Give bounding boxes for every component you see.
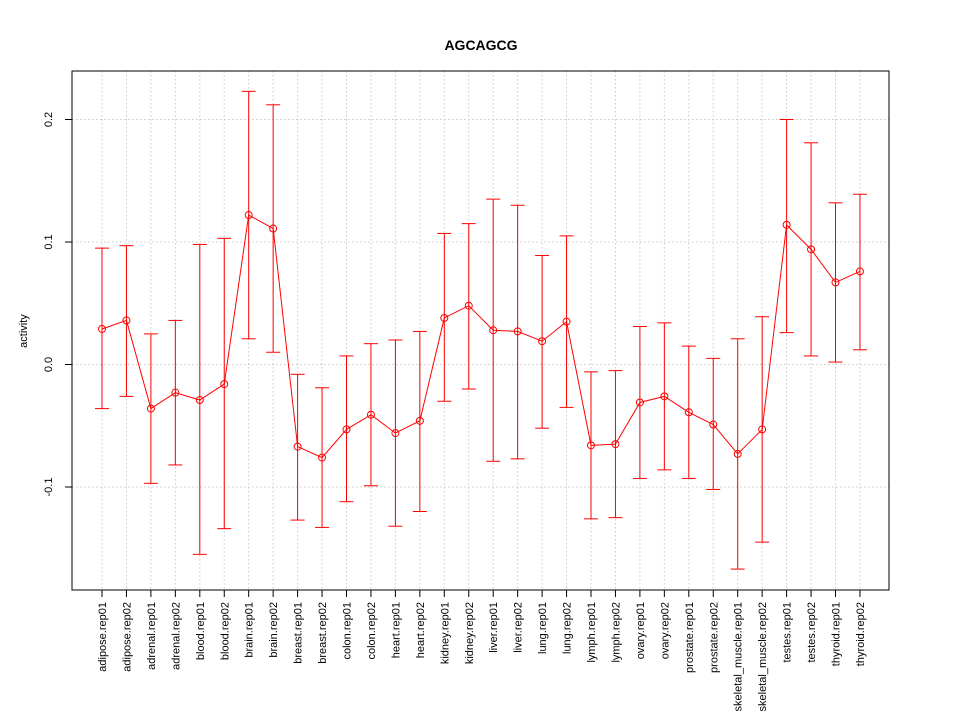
x-tick-label: ovary.rep01 xyxy=(635,602,647,659)
data-point xyxy=(244,211,253,220)
x-tick-label: testes.rep01 xyxy=(782,602,794,663)
data-point xyxy=(709,420,718,429)
data-point xyxy=(269,224,278,233)
data-point xyxy=(660,392,669,401)
data-point xyxy=(293,442,302,451)
axes xyxy=(65,119,861,597)
x-tick-label: brain.rep01 xyxy=(244,602,256,658)
data-point xyxy=(171,388,180,397)
data-point xyxy=(611,440,620,449)
y-tick-labels: -0.1 0.0 0.1 0.2 xyxy=(43,112,55,497)
grid-lines xyxy=(72,71,889,590)
y-tick-label: -0.1 xyxy=(43,478,55,497)
data-point xyxy=(684,408,693,417)
error-bars xyxy=(95,90,867,570)
y-tick-label: 0.2 xyxy=(43,112,55,127)
x-tick-label: kidney.rep01 xyxy=(439,602,451,664)
x-tick-label: thyroid.rep02 xyxy=(855,602,867,666)
data-point xyxy=(562,317,571,326)
x-tick-label: colon.rep01 xyxy=(342,602,354,660)
chart-title: AGCAGCG xyxy=(444,37,517,53)
data-point xyxy=(318,453,327,462)
data-point xyxy=(855,267,864,276)
x-tick-label: prostate.rep01 xyxy=(684,602,696,673)
x-tick-label: heart.rep01 xyxy=(390,602,402,658)
x-tick-label: liver.rep02 xyxy=(513,602,525,653)
x-tick-label: prostate.rep02 xyxy=(708,602,720,673)
x-tick-label: lymph.rep02 xyxy=(610,602,622,663)
data-point xyxy=(538,337,547,346)
data-point xyxy=(122,316,131,325)
y-tick-label: 0.0 xyxy=(43,357,55,372)
x-tick-label: blood.rep02 xyxy=(219,602,231,660)
data-point xyxy=(831,278,840,287)
data-point xyxy=(98,324,106,333)
data-point xyxy=(415,416,424,425)
x-tick-label: testes.rep02 xyxy=(806,602,818,663)
x-tick-label: brain.rep02 xyxy=(268,602,280,658)
data-points xyxy=(98,211,864,462)
x-tick-labels: adipose.rep01 adipose.rep02 adrenal.rep01 a… xyxy=(97,602,867,711)
x-tick-label: breast.rep01 xyxy=(293,602,305,664)
x-tick-label: breast.rep02 xyxy=(317,602,329,664)
x-tick-label: adipose.rep02 xyxy=(121,602,133,672)
x-tick-label: lung.rep01 xyxy=(537,602,549,654)
x-tick-label: skeletal_muscle.rep02 xyxy=(757,602,769,711)
data-point xyxy=(782,220,791,229)
x-tick-label: adrenal.rep01 xyxy=(146,602,158,670)
data-point xyxy=(635,398,644,407)
data-point xyxy=(220,380,229,389)
x-tick-label: thyroid.rep01 xyxy=(831,602,843,666)
x-tick-label: adrenal.rep02 xyxy=(170,602,182,670)
data-point xyxy=(195,396,204,405)
x-tick-label: skeletal_muscle.rep01 xyxy=(733,602,745,711)
data-point xyxy=(807,245,816,254)
data-point xyxy=(366,410,375,419)
series-layer xyxy=(101,214,861,459)
data-point xyxy=(733,449,742,458)
data-point xyxy=(464,301,473,310)
x-tick-label: blood.rep01 xyxy=(195,602,207,660)
x-tick-label: kidney.rep02 xyxy=(464,602,476,664)
plot-box xyxy=(71,70,890,591)
data-point xyxy=(489,326,498,335)
data-point xyxy=(587,441,595,450)
data-point xyxy=(758,425,767,434)
x-tick-label: lymph.rep01 xyxy=(586,602,598,663)
data-point xyxy=(440,313,449,322)
x-tick-label: colon.rep02 xyxy=(366,602,378,660)
data-point xyxy=(391,429,400,438)
x-tick-label: ovary.rep02 xyxy=(659,602,671,659)
y-axis-label: activity xyxy=(18,314,30,348)
x-tick-label: liver.rep01 xyxy=(488,602,500,653)
y-tick-label: 0.1 xyxy=(43,234,55,249)
data-point xyxy=(342,425,351,434)
x-tick-label: lung.rep02 xyxy=(562,602,574,654)
x-tick-label: heart.rep02 xyxy=(415,602,427,658)
data-point xyxy=(513,327,522,336)
series-line xyxy=(101,214,861,459)
data-point xyxy=(146,404,155,413)
x-tick-label: adipose.rep01 xyxy=(97,602,109,672)
